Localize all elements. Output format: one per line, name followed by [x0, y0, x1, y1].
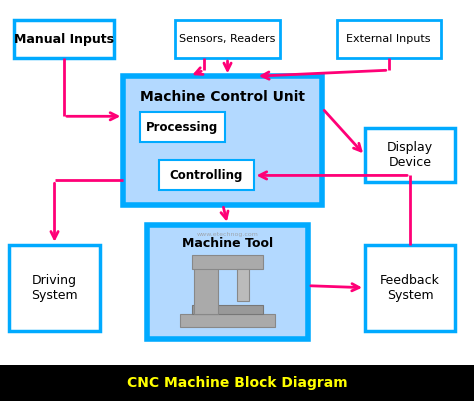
Text: Manual Inputs: Manual Inputs [14, 32, 114, 46]
Bar [14, 20, 114, 58]
Text: www.etechnog.com: www.etechnog.com [197, 232, 258, 237]
Text: CNC Machine Block Diagram: CNC Machine Block Diagram [127, 376, 347, 390]
Bar [0, 365, 474, 401]
Bar [237, 269, 249, 301]
Bar [147, 225, 308, 339]
Text: Sensors, Readers: Sensors, Readers [179, 34, 276, 44]
Bar [337, 20, 441, 58]
Bar [365, 245, 455, 331]
Bar [192, 305, 263, 314]
Bar [140, 112, 225, 142]
Text: Machine Control Unit: Machine Control Unit [140, 90, 305, 104]
Bar [159, 160, 254, 190]
Bar [9, 245, 100, 331]
Bar [194, 261, 218, 314]
Text: Controlling: Controlling [170, 169, 243, 182]
Bar [123, 76, 322, 205]
Bar [175, 20, 280, 58]
Text: Feedback
System: Feedback System [380, 274, 440, 302]
Text: Processing: Processing [146, 121, 219, 134]
Text: Display
Device: Display Device [387, 142, 433, 169]
Text: Machine Tool: Machine Tool [182, 237, 273, 249]
Bar [192, 255, 263, 269]
Bar [180, 314, 275, 327]
Bar [365, 128, 455, 182]
Text: External Inputs: External Inputs [346, 34, 431, 44]
Text: Driving
System: Driving System [31, 274, 78, 302]
